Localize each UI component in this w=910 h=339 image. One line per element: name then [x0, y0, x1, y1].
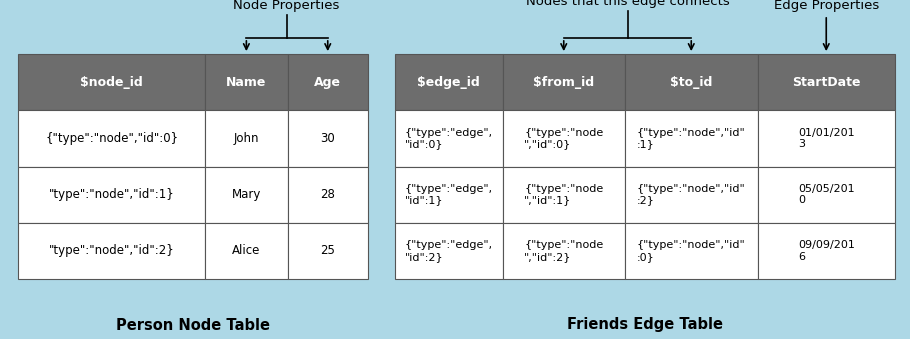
Bar [757, 166, 895, 223]
Text: 05/05/201
0: 05/05/201 0 [798, 184, 854, 205]
Text: {"type":"node","id"
:2}: {"type":"node","id" :2} [637, 184, 745, 205]
Bar [625, 110, 757, 166]
Text: "type":"node","id":2}: "type":"node","id":2} [49, 244, 175, 257]
Text: 30: 30 [320, 132, 335, 145]
Bar [18, 110, 206, 166]
Text: {"type":"node","id"
:1}: {"type":"node","id" :1} [637, 127, 745, 149]
Text: {"type":"node
","id":1}: {"type":"node ","id":1} [524, 184, 603, 205]
Bar [395, 166, 502, 223]
Text: $node_id: $node_id [80, 76, 143, 88]
Bar [502, 110, 625, 166]
Text: Person Node Table: Person Node Table [116, 318, 270, 333]
Bar [625, 54, 757, 110]
Bar [757, 54, 895, 110]
Text: {"type":"node","id"
:0}: {"type":"node","id" :0} [637, 240, 745, 262]
Bar [625, 223, 757, 279]
Text: $to_id: $to_id [670, 76, 713, 88]
Bar [757, 110, 895, 166]
Bar [395, 223, 502, 279]
Text: StartDate: StartDate [792, 76, 861, 88]
Bar [288, 223, 368, 279]
Bar [18, 54, 206, 110]
Text: Nodes that this edge connects: Nodes that this edge connects [526, 0, 730, 8]
Text: Friends Edge Table: Friends Edge Table [567, 318, 723, 333]
Text: 25: 25 [320, 244, 335, 257]
Text: {"type":"node
","id":2}: {"type":"node ","id":2} [524, 240, 603, 262]
Text: $from_id: $from_id [533, 76, 594, 88]
Bar [206, 110, 288, 166]
Bar [288, 166, 368, 223]
Text: Name: Name [227, 76, 267, 88]
Text: Edge Properties: Edge Properties [774, 0, 879, 13]
Text: {"type":"node","id":0}: {"type":"node","id":0} [46, 132, 178, 145]
Bar [206, 166, 288, 223]
Bar [757, 223, 895, 279]
Bar [18, 223, 206, 279]
Text: $edge_id: $edge_id [418, 76, 480, 88]
Bar [395, 54, 502, 110]
Bar [206, 54, 288, 110]
Bar [288, 54, 368, 110]
Text: 01/01/201
3: 01/01/201 3 [798, 127, 854, 149]
Bar [502, 166, 625, 223]
Text: Mary: Mary [232, 188, 261, 201]
Bar [625, 166, 757, 223]
Text: "type":"node","id":1}: "type":"node","id":1} [49, 188, 175, 201]
Text: 09/09/201
6: 09/09/201 6 [798, 240, 854, 262]
Text: {"type":"edge",
"id":0}: {"type":"edge", "id":0} [405, 127, 493, 149]
Bar [502, 223, 625, 279]
Bar [395, 110, 502, 166]
Text: 28: 28 [320, 188, 335, 201]
Text: Node Properties: Node Properties [234, 0, 339, 13]
Bar [288, 110, 368, 166]
Text: {"type":"edge",
"id":1}: {"type":"edge", "id":1} [405, 184, 493, 205]
Bar [18, 166, 206, 223]
Text: {"type":"edge",
"id":2}: {"type":"edge", "id":2} [405, 240, 493, 262]
Text: Alice: Alice [232, 244, 260, 257]
Text: Age: Age [314, 76, 341, 88]
Text: John: John [234, 132, 259, 145]
Text: {"type":"node
","id":0}: {"type":"node ","id":0} [524, 127, 603, 149]
Bar [206, 223, 288, 279]
Bar [502, 54, 625, 110]
